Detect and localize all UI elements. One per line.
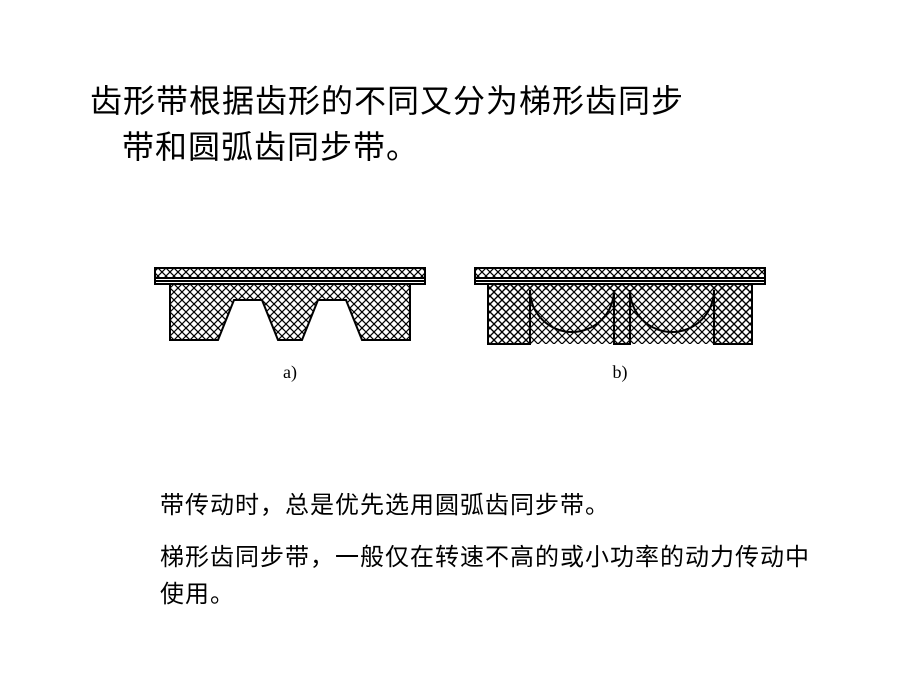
paragraph-1: 带传动时，总是优先选用圆弧齿同步带。 [160,488,820,525]
slide-heading: 齿形带根据齿形的不同又分为梯形齿同步 带和圆弧齿同步带。 [90,78,830,171]
slide: 齿形带根据齿形的不同又分为梯形齿同步 带和圆弧齿同步带。 [0,0,920,690]
paragraph-2: 梯形齿同步带，一般仅在转速不高的或小功率的动力传动中使用。 [160,540,820,614]
figure-b: b) [470,260,770,383]
figure-b-caption: b) [470,362,770,383]
figure-a: a) [150,260,430,383]
heading-line-1: 齿形带根据齿形的不同又分为梯形齿同步 [90,83,684,119]
figure-a-caption: a) [150,362,430,383]
arc-belt-icon [470,260,770,360]
trapezoidal-belt-icon [150,260,430,360]
heading-line-2: 带和圆弧齿同步带。 [90,124,830,170]
figure-row: a) [0,260,920,440]
